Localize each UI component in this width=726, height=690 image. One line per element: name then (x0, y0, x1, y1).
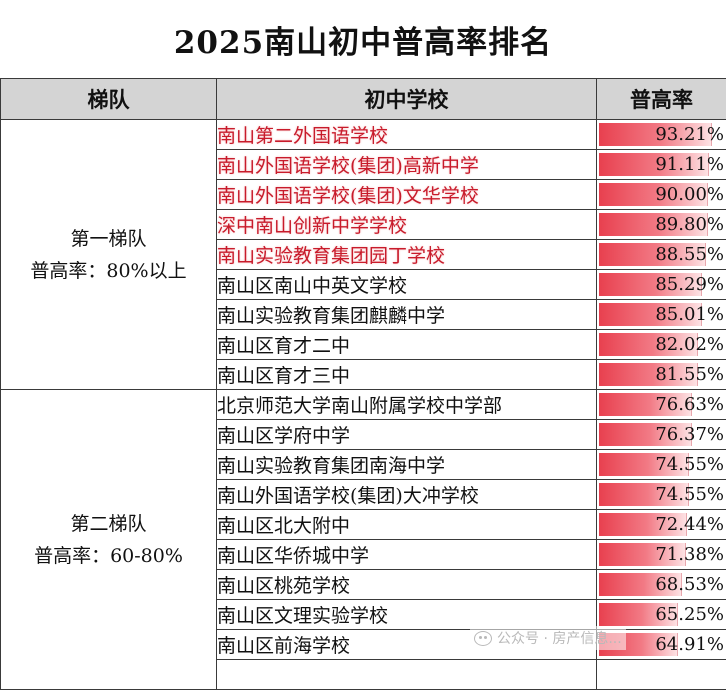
rate-value: 76.37% (655, 420, 724, 449)
school-name: 南山实验教育集团园丁学校 (217, 240, 597, 270)
rate-cell: 76.63% (597, 390, 726, 420)
school-name: 南山区育才三中 (217, 360, 597, 390)
rate-value: 81.55% (655, 360, 724, 389)
school-name: 南山第二外国语学校 (217, 120, 597, 150)
rate-cell: 68.53% (597, 570, 726, 600)
rate-cell: 85.01% (597, 300, 726, 330)
rate-value: 85.01% (655, 300, 724, 329)
rate-cell: 81.55% (597, 360, 726, 390)
header-school: 初中学校 (217, 79, 597, 120)
school-name: 深中南山创新中学学校 (217, 210, 597, 240)
rate-cell: 88.55% (597, 240, 726, 270)
rate-value: 72.44% (655, 510, 724, 539)
rate-cell: 72.44% (597, 510, 726, 540)
rate-value: 89.80% (655, 210, 724, 239)
rate-cell: 71.38% (597, 540, 726, 570)
rate-value: 90.00% (655, 180, 724, 209)
rate-cell: 65.25% (597, 600, 726, 630)
school-name: 南山实验教育集团麒麟中学 (217, 300, 597, 330)
rate-value: 64.91% (655, 630, 724, 659)
school-name: 北京师范大学南山附属学校中学部 (217, 390, 597, 420)
rate-value: 76.63% (655, 390, 724, 419)
school-name: 南山区学府中学 (217, 420, 597, 450)
school-name: 南山区育才二中 (217, 330, 597, 360)
rate-cell (597, 660, 726, 690)
tier-name: 第一梯队 (1, 223, 216, 255)
rate-cell: 90.00% (597, 180, 726, 210)
school-name: 南山外国语学校(集团)文华学校 (217, 180, 597, 210)
rate-value: 91.11% (655, 150, 724, 179)
watermark: 公众号 · 房产信息... (470, 626, 626, 650)
page-title: 2025南山初中普高率排名 (0, 0, 726, 78)
school-name: 南山区华侨城中学 (217, 540, 597, 570)
rate-cell: 76.37% (597, 420, 726, 450)
rate-value: 74.55% (655, 450, 724, 479)
school-name (217, 660, 597, 690)
school-name: 南山实验教育集团南海中学 (217, 450, 597, 480)
rate-value: 88.55% (655, 240, 724, 269)
wechat-icon (474, 631, 492, 646)
tier-cell: 第二梯队普高率：60-80% (1, 390, 217, 690)
rate-cell: 89.80% (597, 210, 726, 240)
header-rate: 普高率 (597, 79, 726, 120)
rate-value: 74.55% (655, 480, 724, 509)
rate-value: 85.29% (655, 270, 724, 299)
school-name: 南山区桃苑学校 (217, 570, 597, 600)
rate-value: 93.21% (655, 120, 724, 149)
tier-description: 普高率：80%以上 (1, 255, 216, 287)
school-name: 南山区南山中英文学校 (217, 270, 597, 300)
tier-cell: 第一梯队普高率：80%以上 (1, 120, 217, 390)
rate-cell: 82.02% (597, 330, 726, 360)
rate-cell: 91.11% (597, 150, 726, 180)
school-name: 南山外国语学校(集团)大冲学校 (217, 480, 597, 510)
school-name: 南山区文理实验学校 (217, 600, 597, 630)
rate-cell: 74.55% (597, 480, 726, 510)
rate-value: 82.02% (655, 330, 724, 359)
rate-value: 71.38% (655, 540, 724, 569)
tier-name: 第二梯队 (1, 508, 216, 540)
watermark-text: 公众号 · 房产信息... (497, 628, 622, 648)
table-header-row: 梯队 初中学校 普高率 (1, 79, 726, 120)
rate-cell: 85.29% (597, 270, 726, 300)
school-name: 南山区北大附中 (217, 510, 597, 540)
rate-cell: 93.21% (597, 120, 726, 150)
school-name: 南山外国语学校(集团)高新中学 (217, 150, 597, 180)
tier-description: 普高率：60-80% (1, 540, 216, 572)
rate-value: 65.25% (655, 600, 724, 629)
rate-value: 68.53% (655, 570, 724, 599)
header-tier: 梯队 (1, 79, 217, 120)
rate-cell: 74.55% (597, 450, 726, 480)
